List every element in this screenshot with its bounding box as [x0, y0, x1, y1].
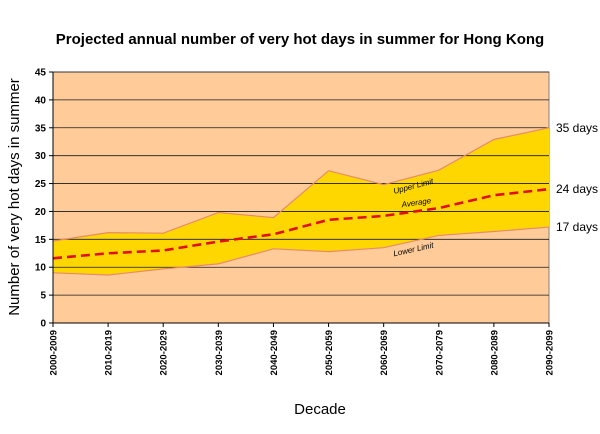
y-tick-label: 30	[35, 151, 47, 162]
y-tick-label: 20	[35, 207, 47, 218]
y-tick-label: 45	[35, 68, 47, 79]
x-tick-label: 2010-2019	[104, 330, 115, 375]
x-tick-label: 2070-2079	[434, 330, 445, 375]
x-tick-label: 2080-2089	[489, 330, 500, 375]
x-tick-label: 2020-2029	[159, 330, 170, 375]
annotation-average: Average	[400, 196, 432, 209]
series-line-lower-limit	[52, 226, 550, 276]
x-axis-label: Decade	[294, 401, 346, 418]
end-value-label: 24 days	[556, 182, 598, 196]
chart-title: Projected annual number of very hot days…	[56, 31, 544, 48]
series-line-upper-limit	[52, 127, 550, 242]
plot-area: 0 5 10 15 20 25 30 35 40 45 2000-2009 2010-2019 2020…	[35, 68, 598, 376]
y-tick-label: 5	[40, 291, 46, 302]
y-axis-label: Number of very hot days in summer	[6, 78, 23, 316]
y-tick-label: 35	[35, 123, 47, 134]
y-tick-label: 15	[35, 235, 47, 246]
end-value-label: 17 days	[556, 220, 598, 234]
y-tick-label: 40	[35, 95, 47, 106]
x-tick-label: 2030-2039	[214, 330, 225, 375]
y-tick-label: 25	[35, 179, 47, 190]
y-tick-label: 0	[40, 319, 46, 330]
x-tick-label: 2000-2009	[49, 330, 60, 375]
x-tick-label: 2050-2059	[324, 330, 335, 375]
end-value-label: 35 days	[556, 121, 598, 135]
y-tick-label: 10	[35, 263, 47, 274]
x-tick-label: 2040-2049	[269, 330, 280, 375]
x-tick-label: 2090-2099	[545, 330, 556, 375]
x-tick-label: 2060-2069	[379, 330, 390, 375]
